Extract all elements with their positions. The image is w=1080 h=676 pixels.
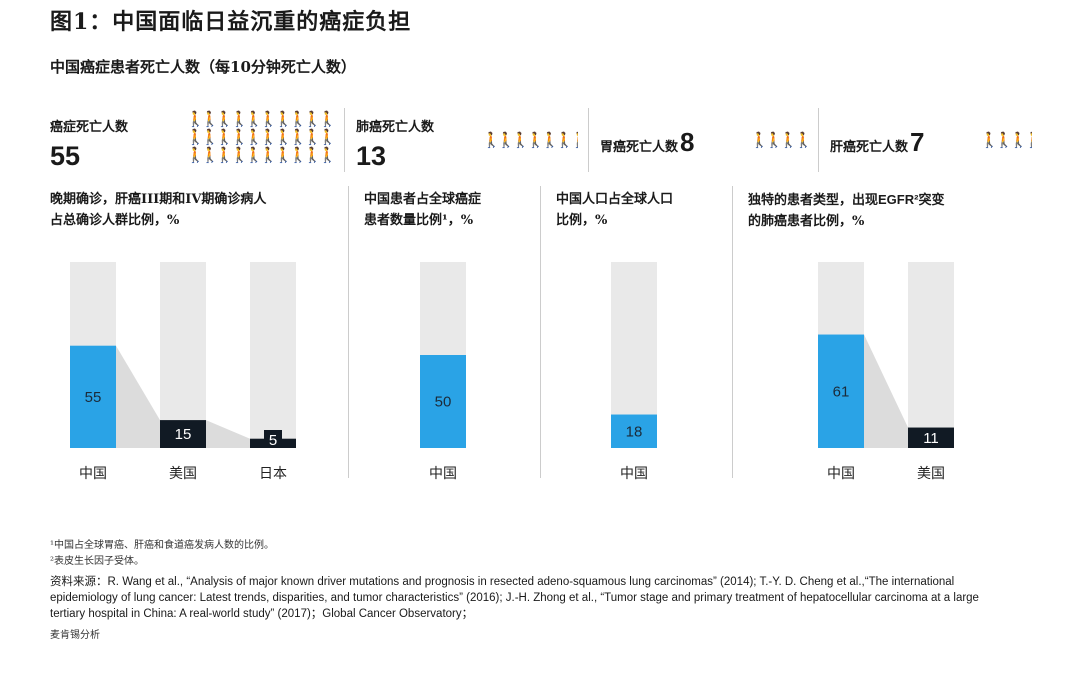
divider <box>818 108 819 172</box>
bar-value-label: 11 <box>923 430 939 447</box>
category-label: 美国 <box>169 466 197 482</box>
divider <box>348 186 349 478</box>
bar-1-1 <box>70 345 116 448</box>
panel-3-title-line1: 中国人口占全球人口 <box>556 192 674 207</box>
page-title: 图1：中国面临日益沉重的癌症负担 <box>50 9 412 35</box>
bar-value-label: 50 <box>435 394 452 411</box>
bar-value-label: 61 <box>833 383 850 400</box>
bar-value-label: 15 <box>175 426 192 443</box>
lung-deaths-people-icon: 🚶🚶🚶🚶🚶🚶🚶🚶🚶🚶🚶 <box>482 131 578 149</box>
panel-1-title-line1: 晚期确诊，肝癌III期和IV期确诊病人 <box>50 192 267 207</box>
panel-2-title-line2: 患者数量比例¹，% <box>364 213 474 228</box>
liver-deaths-label: 肝癌死亡人数 <box>830 140 909 155</box>
bar-value-label-box <box>264 430 282 448</box>
panel-1-title-line2: 占总确诊人群比例，% <box>50 213 180 228</box>
liver-deaths-people-icon: 🚶🚶🚶🚶🚶🚶🚶 <box>980 131 1032 149</box>
footnote-2: ²表皮生长因子受体。 <box>50 556 145 567</box>
category-label: 中国 <box>79 466 107 482</box>
bar-connector <box>864 334 908 448</box>
divider <box>540 186 541 478</box>
panel-4-title: 独特的患者类型，出现EGFR²突变 的肺癌患者比例，% <box>748 189 1048 232</box>
category-label: 中国 <box>620 466 648 482</box>
bar-3-1 <box>611 414 657 448</box>
footnote-1: ¹中国占全球胃癌、肝癌和食道癌发病人数的比例。 <box>50 540 275 551</box>
bar-4-1 <box>818 334 864 448</box>
cancer-deaths-label: 癌症死亡人数 <box>50 120 129 135</box>
panel-2-title: 中国患者占全球癌症 患者数量比例¹，% <box>364 189 534 231</box>
panel-3-title: 中国人口占全球人口 比例，% <box>556 189 726 231</box>
bar-2-1 <box>420 355 466 448</box>
panel-3-title-line2: 比例，% <box>556 213 608 228</box>
source-text: 资料来源：R. Wang et al., “Analysis of major … <box>50 576 979 620</box>
lung-deaths-label: 肺癌死亡人数 <box>356 120 435 135</box>
divider <box>344 108 345 172</box>
bar-1-2 <box>160 420 206 448</box>
bar-value-label: 5 <box>269 432 277 449</box>
liver-deaths-value: 7 <box>910 127 925 157</box>
panel-4-title-egfr: EGFR² <box>878 192 919 207</box>
credit: 麦肯锡分析 <box>50 630 100 641</box>
bar-value-label: 18 <box>626 423 643 440</box>
stomach-deaths-label: 胃癌死亡人数 <box>600 140 679 155</box>
panel-4-title-part: 独特的患者类型，出现 <box>748 193 879 208</box>
divider <box>732 186 733 478</box>
liver-deaths-stat: 肝癌死亡人数7 <box>830 127 924 158</box>
bar-connector <box>116 345 160 448</box>
panel-4-title-line2: 的肺癌患者比例，% <box>748 214 865 229</box>
panel-1-title: 晚期确诊，肝癌III期和IV期确诊病人 占总确诊人群比例，% <box>50 189 340 231</box>
stomach-deaths-stat: 胃癌死亡人数8 <box>600 127 694 158</box>
bar-track <box>160 262 206 448</box>
category-label: 中国 <box>429 466 457 482</box>
panel-4-title-line1: 独特的患者类型，出现EGFR²突变 <box>748 189 1048 211</box>
bar-value-label: 55 <box>85 389 102 406</box>
panel-4-title-part: 突变 <box>918 193 945 208</box>
category-label: 日本 <box>259 466 287 482</box>
stomach-deaths-value: 8 <box>680 127 695 157</box>
panel-2-title-line1: 中国患者占全球癌症 <box>364 192 482 207</box>
bar-4-2 <box>908 427 954 448</box>
bar-track <box>250 262 296 448</box>
bar-connector <box>206 420 250 448</box>
chart-subtitle: 中国癌症患者死亡人数（每10分钟死亡人数） <box>50 58 356 76</box>
cancer-deaths-value: 55 <box>50 141 81 171</box>
bar-track <box>908 262 954 448</box>
stomach-deaths-people-icon: 🚶🚶🚶🚶🚶🚶🚶🚶 <box>750 131 812 149</box>
category-label: 中国 <box>827 466 855 482</box>
divider <box>588 108 589 172</box>
cancer-deaths-people-icon: 🚶🚶🚶🚶🚶🚶🚶🚶🚶🚶🚶🚶🚶🚶 🚶🚶🚶🚶🚶🚶🚶🚶🚶🚶🚶🚶🚶🚶 🚶🚶🚶🚶🚶🚶🚶🚶🚶🚶… <box>186 110 332 164</box>
category-label: 美国 <box>917 466 945 482</box>
lung-deaths-value: 13 <box>356 141 387 171</box>
